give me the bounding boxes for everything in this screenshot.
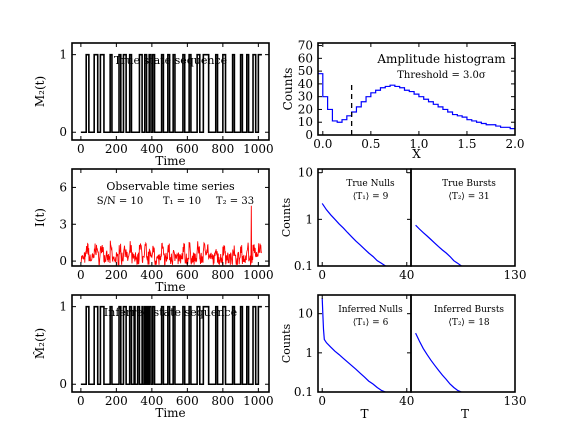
- true_bursts-series-line: [415, 224, 462, 267]
- true_nulls-ytick-label: 0.1: [294, 259, 313, 273]
- true_state-xtick-label: 600: [176, 142, 199, 156]
- true_nulls-annotation: ⟨T₁⟩ = 9: [353, 192, 389, 202]
- true_nulls-ytick-label: 1: [305, 212, 313, 226]
- amp_hist-ytick-label: 10: [298, 115, 313, 129]
- amp_hist-xtick-label: 0.5: [361, 137, 380, 151]
- inferred_state-ylabel: M̂₂(t): [32, 328, 47, 359]
- observable-ylabel: I(t): [33, 208, 47, 227]
- inferred_state-xtick-label: 400: [140, 394, 163, 408]
- inferred_state-xtick-label: 0: [77, 394, 85, 408]
- true_state-ytick-label: 1: [59, 48, 67, 62]
- observable-ytick-label: 6: [59, 180, 67, 194]
- observable-xtick-label: 400: [140, 268, 163, 282]
- amp_hist-ytick-label: 40: [298, 77, 313, 91]
- observable-annotation-t1: T₁ = 10: [163, 196, 201, 207]
- true_state-ytick-label: 0: [59, 125, 67, 139]
- inferred_bursts-title: Inferred Bursts: [434, 305, 505, 315]
- amp_hist-title: Amplitude histogram: [376, 52, 506, 66]
- inferred_nulls-ytick-label: 0.1: [294, 385, 313, 399]
- inferred_state-frame: [71, 294, 270, 393]
- inferred_bursts-xtick-label: 130: [504, 394, 527, 408]
- inferred_nulls-xlabel: T: [360, 407, 368, 421]
- inferred_state-xtick-label: 800: [211, 394, 234, 408]
- inferred_state-xtick-label: 1000: [243, 394, 274, 408]
- inferred_bursts-xlabel: T: [461, 407, 469, 421]
- true_state-xtick-label: 1000: [243, 142, 274, 156]
- inferred_state-ytick-label: 0: [59, 377, 67, 391]
- true_state-xtick-label: 200: [105, 142, 128, 156]
- inferred_state-ytick-label: 1: [59, 300, 67, 314]
- inferred_bursts-series-line: [415, 332, 462, 393]
- observable-xtick-label: 800: [211, 268, 234, 282]
- amp_hist-xtick-label: 2.0: [505, 137, 524, 151]
- inferred_nulls-ytick-label: 1: [305, 346, 313, 360]
- amp_hist-ytick-label: 30: [298, 90, 313, 104]
- true_state-frame: [71, 42, 270, 141]
- true_state-xtick-label: 800: [211, 142, 234, 156]
- inferred_bursts-frame: [410, 294, 516, 393]
- inferred_nulls-series-line: [321, 298, 386, 393]
- amp_hist-frame: [317, 42, 516, 136]
- observable-title: Observable time series: [106, 180, 235, 193]
- observable-xtick-label: 600: [176, 268, 199, 282]
- amp_hist-ytick-label: 0: [305, 128, 313, 142]
- inferred_state-xlabel: Time: [155, 406, 185, 420]
- observable-ytick-label: 0: [59, 254, 67, 268]
- inferred_nulls-xtick-label: 0: [318, 394, 326, 408]
- amp_hist-ytick-label: 20: [298, 102, 313, 116]
- true_nulls-xtick-label: 40: [399, 268, 414, 282]
- true_nulls-xtick-label: 0: [318, 268, 326, 282]
- inferred_state-series-line: [80, 305, 262, 386]
- amp_hist-ytick-label: 50: [298, 64, 313, 78]
- observable-frame: [71, 168, 270, 267]
- true_state-xtick-label: 0: [77, 142, 85, 156]
- true_state-xtick-label: 400: [140, 142, 163, 156]
- true_state-ylabel: M₂(t): [33, 76, 47, 107]
- true_bursts-frame: [410, 168, 516, 267]
- true_state-xlabel: Time: [155, 154, 185, 168]
- observable-series-line: [80, 205, 262, 267]
- true_bursts-title: True Bursts: [442, 179, 496, 189]
- observable-ytick-label: 3: [59, 217, 67, 231]
- amp_hist-xlabel: X: [412, 147, 421, 161]
- amp_hist-ytick-label: 70: [298, 39, 313, 53]
- true_nulls-ytick-label: 10: [298, 166, 313, 180]
- true_state-series-line: [80, 53, 262, 134]
- amp_hist-annotation: Threshold = 3.0σ: [397, 70, 486, 81]
- amp_hist-ylabel: Counts: [281, 68, 295, 111]
- true_nulls-ylabel: Counts: [280, 198, 293, 238]
- true_nulls-series-line: [321, 203, 386, 267]
- true_bursts-xtick-label: 130: [504, 268, 527, 282]
- observable-annotation-t2: T₂ = 33: [216, 196, 254, 207]
- observable-xtick-label: 0: [77, 268, 85, 282]
- observable-xtick-label: 1000: [243, 268, 274, 282]
- observable-annotation-sn: S/N = 10: [97, 196, 143, 207]
- amp_hist-xtick-label: 0.0: [313, 137, 332, 151]
- amp_hist-ytick-label: 60: [298, 51, 313, 65]
- inferred_nulls-ylabel: Counts: [280, 324, 293, 364]
- inferred_nulls-ytick-label: 10: [298, 307, 313, 321]
- inferred_bursts-annotation: ⟨T₂⟩ = 18: [448, 318, 490, 328]
- true_bursts-annotation: ⟨T₂⟩ = 31: [448, 192, 489, 202]
- inferred_state-xtick-label: 200: [105, 394, 128, 408]
- true_nulls-title: True Nulls: [346, 179, 395, 189]
- true_state-title: True state sequence: [114, 54, 227, 67]
- inferred_nulls-annotation: ⟨T₁⟩ = 6: [353, 318, 389, 328]
- inferred_state-title: Inferred state sequence: [104, 306, 237, 319]
- inferred_state-xtick-label: 600: [176, 394, 199, 408]
- observable-xtick-label: 200: [105, 268, 128, 282]
- amp_hist-series-line: [318, 73, 515, 130]
- inferred_nulls-xtick-label: 40: [399, 394, 414, 408]
- inferred_nulls-title: Inferred Nulls: [338, 305, 403, 315]
- amp_hist-xtick-label: 1.5: [457, 137, 476, 151]
- amp_hist-xtick-label: 1.0: [409, 137, 428, 151]
- observable-xlabel: Time: [155, 280, 185, 294]
